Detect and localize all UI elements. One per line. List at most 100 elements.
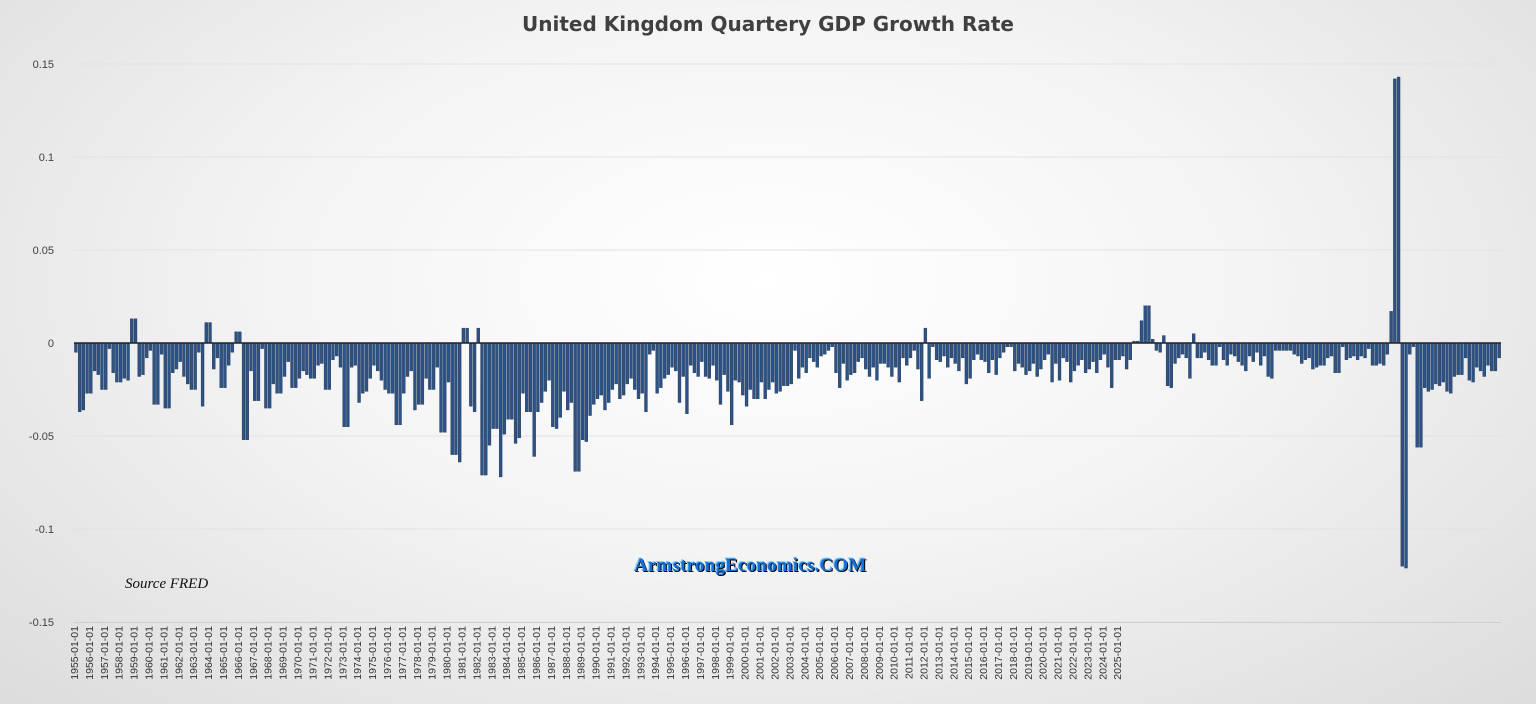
x-tick-label: 1963-01-01 <box>188 626 200 680</box>
bar <box>823 342 827 355</box>
bar <box>1117 342 1121 360</box>
x-tick-label: 1986-01-01 <box>531 626 543 680</box>
bar <box>498 342 503 478</box>
bar <box>1486 342 1490 366</box>
bar <box>279 342 283 394</box>
bar <box>104 342 108 390</box>
watermark-logo: ArmstrongEconomics.COM <box>634 555 867 576</box>
x-tick-label: 1989-01-01 <box>576 626 588 680</box>
x-tick-label: 1978-01-01 <box>412 626 424 680</box>
bar <box>1467 342 1472 381</box>
bar <box>897 342 901 383</box>
bar <box>1124 342 1129 370</box>
bar <box>938 342 942 362</box>
bar <box>674 342 678 372</box>
bar <box>804 342 808 373</box>
bar <box>245 342 249 440</box>
bar <box>484 342 488 476</box>
bar <box>569 342 574 403</box>
bar <box>975 342 980 355</box>
bar <box>1463 342 1468 359</box>
bar <box>1031 342 1036 364</box>
bar <box>826 342 831 351</box>
x-tick-label: 2003-01-01 <box>784 626 796 680</box>
bar <box>1206 342 1211 360</box>
bar <box>1221 342 1226 360</box>
bar <box>1329 342 1334 357</box>
bar <box>383 342 387 390</box>
bar <box>282 342 287 377</box>
bar <box>871 342 875 368</box>
bar <box>1154 342 1159 351</box>
bar <box>819 342 823 357</box>
bar <box>256 342 261 401</box>
bar <box>800 342 805 368</box>
x-tick-label: 1973-01-01 <box>337 626 349 680</box>
bar <box>267 342 272 409</box>
bar <box>640 342 644 394</box>
bar <box>934 342 939 360</box>
bar <box>912 342 916 351</box>
x-axis-ticks: 1955-01-01 1956-01-01 1957-01-01 1958-01-01… <box>69 626 1124 680</box>
bar <box>882 342 887 364</box>
x-tick-label: 1975-01-01 <box>367 626 379 680</box>
bar <box>1195 342 1200 359</box>
bar <box>1393 78 1397 344</box>
bar <box>1259 342 1263 366</box>
bar <box>834 342 838 373</box>
bar <box>942 342 946 357</box>
bar <box>1352 342 1356 357</box>
x-tick-label: 2020-01-01 <box>1038 626 1050 680</box>
bar <box>1437 342 1442 386</box>
bar <box>510 342 514 420</box>
bar <box>1318 342 1322 366</box>
bar <box>901 342 905 359</box>
bar <box>152 342 156 405</box>
x-tick-label: 2007-01-01 <box>844 626 856 680</box>
bar <box>174 342 179 370</box>
bar <box>305 342 309 375</box>
bar <box>1490 342 1494 372</box>
bar <box>122 342 126 379</box>
bar <box>1441 342 1445 383</box>
bar <box>513 342 518 444</box>
bar <box>85 342 89 394</box>
bar <box>331 342 335 360</box>
bar <box>506 342 510 420</box>
bar <box>700 342 704 362</box>
bar <box>629 342 633 379</box>
bar <box>1303 342 1308 360</box>
x-tick-label: 1977-01-01 <box>397 626 409 680</box>
x-tick-label: 2022-01-01 <box>1068 626 1080 680</box>
x-tick-label: 1980-01-01 <box>442 626 454 680</box>
bar <box>692 342 697 373</box>
bar <box>431 342 436 390</box>
bar <box>644 342 648 413</box>
bar <box>342 342 346 427</box>
bar <box>1419 342 1423 448</box>
bar <box>167 342 171 409</box>
bar <box>1203 342 1207 353</box>
x-tick-label: 1966-01-01 <box>233 626 245 680</box>
x-tick-label: 1985-01-01 <box>516 626 528 680</box>
bar <box>338 342 343 368</box>
bar <box>685 342 689 414</box>
bar <box>1229 342 1233 355</box>
bar <box>1408 342 1412 355</box>
bar <box>368 342 372 379</box>
bar <box>346 342 350 427</box>
x-tick-label: 2024-01-01 <box>1097 626 1109 680</box>
bar <box>666 342 670 375</box>
bar <box>1493 342 1498 372</box>
bar <box>1382 342 1386 366</box>
bar <box>1314 342 1319 368</box>
bar <box>1396 76 1401 344</box>
x-tick-label: 1964-01-01 <box>203 626 215 680</box>
bar <box>323 342 328 390</box>
bar <box>927 342 931 379</box>
bar <box>916 342 920 370</box>
bar <box>428 342 432 390</box>
x-tick-label: 1990-01-01 <box>591 626 603 680</box>
bar <box>1456 342 1460 375</box>
x-tick-label: 1970-01-01 <box>293 626 305 680</box>
